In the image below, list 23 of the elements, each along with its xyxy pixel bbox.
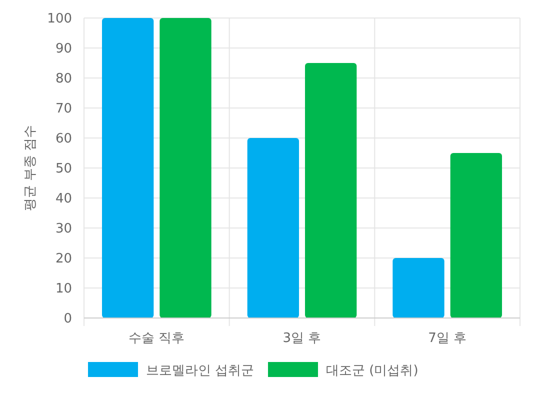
y-tick-label: 60 — [55, 132, 72, 147]
x-tick-label: 수술 직후 — [128, 331, 185, 346]
y-tick-label: 90 — [55, 42, 72, 57]
bar — [102, 18, 154, 318]
bar — [450, 153, 502, 318]
y-tick-label: 70 — [55, 102, 72, 117]
y-tick-label: 100 — [47, 12, 72, 27]
bar — [305, 63, 357, 318]
bar — [160, 18, 212, 318]
y-tick-label: 40 — [55, 192, 72, 207]
x-tick-label: 7일 후 — [428, 331, 467, 346]
y-tick-label: 30 — [55, 222, 72, 237]
legend-label: 대조군 (미섭취) — [326, 364, 418, 379]
y-tick-label: 10 — [55, 282, 72, 297]
bar — [247, 138, 299, 318]
bar — [392, 258, 444, 318]
y-tick-label: 50 — [55, 162, 72, 177]
y-tick-label: 80 — [55, 72, 72, 87]
y-axis-title: 평균 부종 점수 — [23, 124, 38, 212]
legend-label: 브로멜라인 섭취군 — [146, 364, 254, 379]
x-tick-label: 3일 후 — [282, 331, 322, 346]
y-tick-label: 20 — [55, 252, 72, 267]
y-tick-label: 0 — [64, 312, 72, 327]
